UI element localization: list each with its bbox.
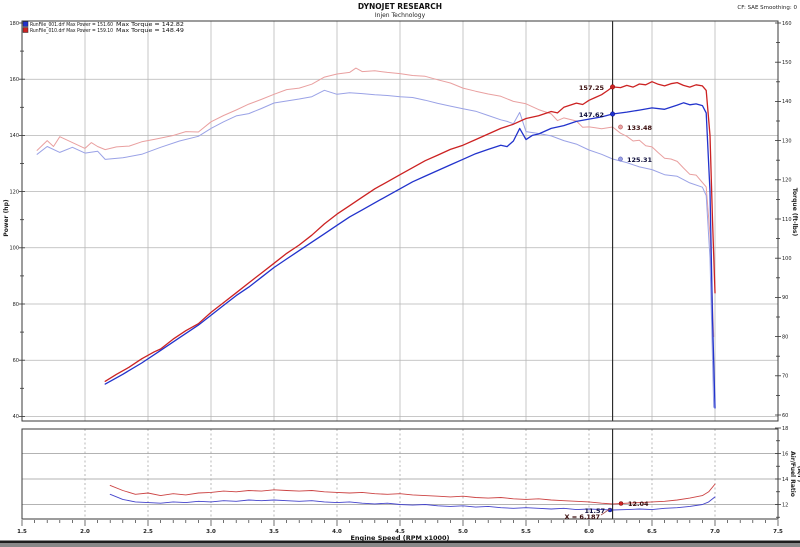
rpm-tick-label: 4.0 — [332, 529, 342, 535]
curve-runfile-001-drf-power — [104, 102, 716, 409]
torque-tick-label: 110 — [782, 217, 792, 223]
power-tick-label: 80 — [13, 302, 19, 308]
torque-tick-label: 150 — [782, 60, 792, 66]
afr-tick-label: 18 — [782, 426, 788, 432]
rpm-tick-label: 3.0 — [206, 529, 216, 535]
rpm-tick-label: 6.0 — [584, 529, 594, 535]
power-tick-label: 160 — [9, 77, 19, 83]
cursor-x-value: X = 6.187 — [564, 513, 600, 521]
afr-chart-border — [21, 428, 779, 520]
curve-runfile-010-drf-power — [104, 81, 716, 382]
rpm-tick-label: 5.0 — [458, 529, 468, 535]
power-tick-label: 140 — [9, 133, 19, 139]
power-tick-label: 180 — [9, 21, 19, 27]
main-chart-border — [21, 20, 779, 422]
marker-afr-run010 — [618, 501, 624, 506]
marker-power-run001 — [610, 111, 616, 117]
afr-tick-label: 14 — [782, 477, 788, 483]
rpm-tick-label: 2.5 — [143, 529, 153, 535]
legend-swatch-run010 — [22, 27, 29, 33]
axis-tick-labels: 180 160 140 120 100 80 60 40 160 150 140 130 120 110 1… — [9, 21, 791, 535]
curve-runfile-001-drf-torque — [36, 89, 715, 408]
afr-tick-label: 12 — [782, 502, 788, 508]
rpm-tick-label: 2.0 — [80, 529, 90, 535]
rpm-tick-label: 5.5 — [521, 529, 531, 535]
curve-runfile-001-drf-air-fuel — [109, 493, 716, 511]
cursor-markers-main: 157.25 147.62 133.48 125.31 — [579, 84, 653, 164]
power-tick-label: 60 — [13, 358, 19, 364]
rpm-tick-label: 7.0 — [710, 529, 720, 535]
torque-tick-label: 130 — [782, 138, 792, 144]
curve-runfile-010-drf-air-fuel — [109, 483, 716, 505]
afr-tick-label: 16 — [782, 451, 788, 457]
afr-axis-title-line1: Air/Fuel Ratio — [789, 451, 796, 497]
cursor-value-afr-run001: 11.57 — [584, 507, 605, 515]
afr-chart-gridlines — [22, 429, 778, 519]
marker-torque-run001 — [618, 156, 623, 162]
torque-tick-label: 100 — [782, 256, 792, 262]
cursor-x-leader-line — [600, 508, 611, 516]
torque-tick-label: 90 — [782, 295, 788, 301]
torque-tick-label: 70 — [782, 374, 788, 380]
marker-power-run010 — [610, 84, 616, 90]
torque-tick-label: 160 — [782, 21, 792, 27]
rpm-tick-label: 3.5 — [269, 529, 279, 535]
torque-tick-label: 60 — [782, 413, 788, 419]
legend-run001-power: RunFile_001.drf Max Power = 151.60 — [30, 22, 113, 28]
cursor-value-torque-run001: 125.31 — [627, 156, 653, 164]
main-chart-curves — [36, 67, 716, 409]
cursor-value-afr-run010: 12.04 — [628, 500, 649, 508]
report-subtitle: Injen Technology — [375, 12, 426, 19]
power-tick-label: 120 — [9, 189, 19, 195]
window-bottom-edge — [0, 540, 800, 543]
rpm-tick-label: 4.5 — [395, 529, 405, 535]
legend: RunFile_001.drf Max Power = 151.60 Max T… — [22, 21, 184, 34]
marker-torque-run010 — [618, 124, 623, 130]
main-chart-gridlines — [22, 21, 778, 421]
torque-tick-label: 120 — [782, 178, 792, 184]
torque-tick-label: 80 — [782, 334, 788, 340]
torque-axis-title: Torque (ft-lbs) — [791, 188, 798, 237]
power-tick-label: 40 — [13, 414, 19, 420]
cursor-value-torque-run010: 133.48 — [627, 124, 653, 132]
rpm-tick-label: 6.5 — [647, 529, 657, 535]
curve-runfile-010-drf-torque — [36, 67, 715, 338]
power-tick-label: 100 — [9, 246, 19, 252]
rpm-tick-label: 1.5 — [17, 529, 27, 535]
legend-run010-torque: Max Torque = 148.49 — [116, 28, 184, 34]
rpm-tick-label: 7.5 — [773, 529, 783, 535]
power-axis-title: Power (hp) — [3, 199, 10, 236]
cursor-markers-afr: 12.04 11.57 X = 6.187 — [564, 500, 649, 521]
legend-swatch-run001 — [22, 21, 29, 27]
legend-run001-torque: Max Torque = 142.82 — [116, 22, 184, 28]
report-brand: DYNOJET RESEARCH — [358, 2, 442, 11]
x-axis-title: Engine Speed (RPM x1000) — [350, 534, 449, 542]
torque-tick-label: 140 — [782, 99, 792, 105]
legend-run010-power: RunFile_010.drf Max Power = 159.10 — [30, 28, 113, 34]
correction-smoothing-label: CF: SAE Smoothing: 0 — [737, 5, 797, 11]
cursor-value-power-run010: 157.25 — [579, 84, 605, 92]
afr-axis-title-line2: (A/F) — [796, 466, 800, 483]
afr-chart-curves — [109, 483, 716, 511]
cursor-value-power-run001: 147.62 — [579, 111, 604, 119]
